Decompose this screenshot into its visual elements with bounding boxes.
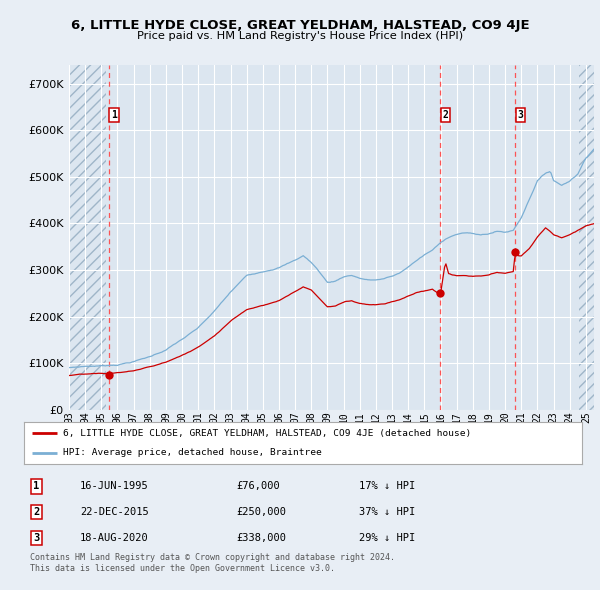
Text: 22-DEC-2015: 22-DEC-2015 (80, 507, 149, 517)
Text: Price paid vs. HM Land Registry's House Price Index (HPI): Price paid vs. HM Land Registry's House … (137, 31, 463, 41)
Text: 17% ↓ HPI: 17% ↓ HPI (359, 481, 415, 491)
Text: 6, LITTLE HYDE CLOSE, GREAT YELDHAM, HALSTEAD, CO9 4JE (detached house): 6, LITTLE HYDE CLOSE, GREAT YELDHAM, HAL… (63, 429, 472, 438)
Text: 29% ↓ HPI: 29% ↓ HPI (359, 533, 415, 543)
Text: 37% ↓ HPI: 37% ↓ HPI (359, 507, 415, 517)
Text: 16-JUN-1995: 16-JUN-1995 (80, 481, 149, 491)
Text: HPI: Average price, detached house, Braintree: HPI: Average price, detached house, Brai… (63, 448, 322, 457)
Text: 2: 2 (33, 507, 40, 517)
Text: 6, LITTLE HYDE CLOSE, GREAT YELDHAM, HALSTEAD, CO9 4JE: 6, LITTLE HYDE CLOSE, GREAT YELDHAM, HAL… (71, 19, 529, 32)
Text: 2: 2 (442, 110, 448, 120)
Text: £76,000: £76,000 (236, 481, 280, 491)
Bar (69, 65, 106, 410)
Text: £338,000: £338,000 (236, 533, 286, 543)
Text: 3: 3 (518, 110, 524, 120)
Bar (580, 65, 594, 410)
Text: 3: 3 (33, 533, 40, 543)
Text: £250,000: £250,000 (236, 507, 286, 517)
Text: 1: 1 (111, 110, 117, 120)
Text: 18-AUG-2020: 18-AUG-2020 (80, 533, 149, 543)
Text: Contains HM Land Registry data © Crown copyright and database right 2024.
This d: Contains HM Land Registry data © Crown c… (30, 553, 395, 573)
Text: 1: 1 (33, 481, 40, 491)
